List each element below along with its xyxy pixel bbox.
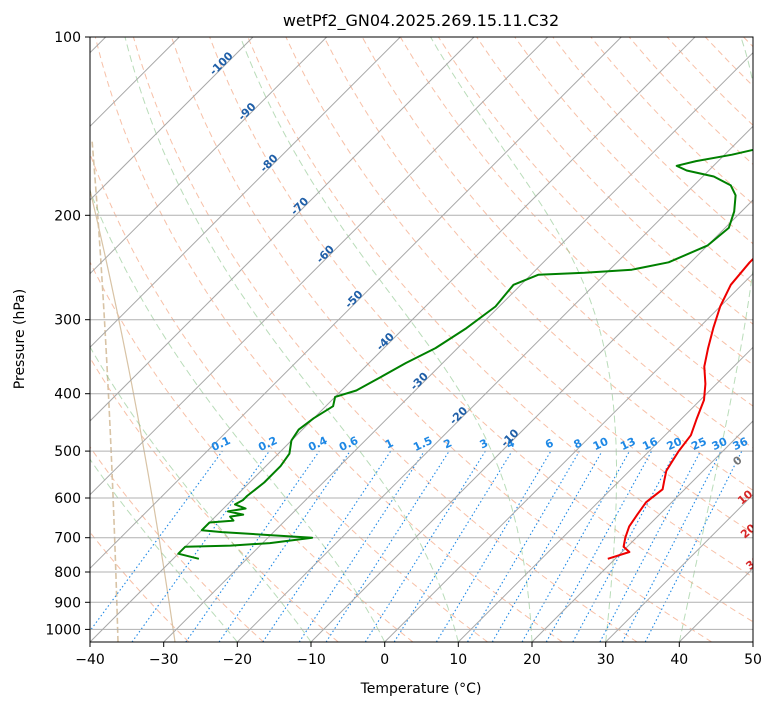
dry-adiabat-5 [94,37,563,642]
profile-series-1 [177,148,753,560]
mixing-ratio-line-9 [435,450,552,642]
x-tick-label-1: −30 [149,652,179,668]
dry-adiabat-10 [285,37,753,535]
y-tick-label-5: 600 [54,491,81,507]
isotherm-17 [605,493,753,642]
x-tick-label-0: −40 [75,652,105,668]
mixing-ratio-label-14: 20 [665,435,685,453]
mixing-ratio-label-17: 36 [731,435,751,453]
dry-adiabat-label-3: 30 [744,553,764,573]
x-tick-label-5: 10 [449,652,467,668]
chart-title: wetPf2_GN04.2025.269.15.11.C32 [283,11,559,31]
moist-adiabat-1 [90,345,312,642]
mixing-ratio-line-11 [491,450,603,642]
isotherm-13 [310,199,753,642]
moist-adiabat-6 [678,37,753,642]
plot-frame [89,36,754,643]
mixing-ratio-label-13: 16 [640,435,660,453]
y-tick-label-6: 700 [54,531,81,547]
x-tick-label-3: −10 [296,652,326,668]
y-axis-label: Pressure (hPa) [12,289,28,389]
profile-series-0 [607,257,753,560]
y-tick-label-3: 400 [54,387,81,403]
isotherm-10 [90,37,696,642]
profile-series [177,148,753,560]
isotherms [90,37,753,642]
dry-adiabat-8 [209,37,753,623]
isotherm-5 [90,37,328,275]
isotherm-12 [236,125,753,642]
isotherm-11 [163,51,753,642]
isotherm-16 [531,420,753,642]
isotherm-9 [90,37,622,570]
dry-adiabat-16 [514,37,753,285]
dry-adiabat-1 [90,446,264,642]
x-tick-label-8: 40 [670,652,688,668]
mixing-ratio-line-2 [185,450,320,642]
pressure-gridlines [90,37,753,630]
moist-adiabat-4 [239,37,533,642]
mixing-ratio-label-15: 25 [689,435,708,453]
tan-reference-line-2 [90,189,176,642]
mixing-ratio-line-8 [393,450,513,642]
mixing-ratio-label-11: 10 [591,435,611,453]
y-tick-label-9: 1000 [45,622,81,638]
x-axis-label: Temperature (°C) [360,681,482,697]
y-axis: 100 200 300 400 500 600 700 800 900 1000 [45,30,90,638]
dry-adiabat-9 [247,37,753,578]
dry-adiabat-7 [171,37,712,642]
moist-adiabat-3 [124,37,459,642]
y-tick-label-1: 200 [54,208,81,224]
dry-adiabat-11 [323,37,753,491]
y-tick-label-8: 900 [54,595,81,611]
dry-adiabat-2 [90,356,339,642]
y-tick-label-4: 500 [54,444,81,460]
x-tick-label-7: 30 [597,652,615,668]
isotherm-4 [90,37,254,201]
mixing-ratio-line-3 [218,450,351,642]
mixing-ratio-line-10 [467,450,580,642]
moist-adiabat-0 [90,458,238,642]
isotherm-8 [90,37,549,496]
moist-adiabats [90,37,753,642]
y-tick-label-2: 300 [54,313,81,329]
x-axis: −40 −30 −20 −10 0 10 20 30 40 50 [75,642,762,668]
x-tick-label-2: −20 [223,652,253,668]
mixing-ratio-lines [90,450,743,642]
y-tick-label-0: 100 [54,30,81,46]
x-tick-label-4: 0 [380,652,389,668]
y-tick-label-7: 800 [54,565,81,581]
dry-adiabat-6 [132,37,638,642]
isotherm-15 [457,346,753,642]
x-tick-label-6: 20 [523,652,541,668]
isotherm-7 [90,37,475,422]
mixing-ratio-label-12: 13 [618,435,637,453]
moist-adiabat-5 [430,37,617,642]
moist-adiabat-2 [90,189,386,642]
mixing-ratio-line-12 [521,450,630,642]
mixing-ratio-label-16: 30 [710,435,730,453]
isotherm-14 [384,272,753,642]
dry-adiabat-3 [90,260,414,642]
mixing-ratio-line-7 [364,450,486,642]
isotherm-6 [90,37,401,349]
x-tick-label-9: 50 [744,652,762,668]
plot-area: 0.1 0.2 0.4 0.6 1 1.5 2 3 4 6 8 10 13 16 20 25 30 36-100-… [90,37,764,642]
mixing-ratio-line-6 [325,450,450,642]
dry-adiabat-15 [476,37,753,325]
